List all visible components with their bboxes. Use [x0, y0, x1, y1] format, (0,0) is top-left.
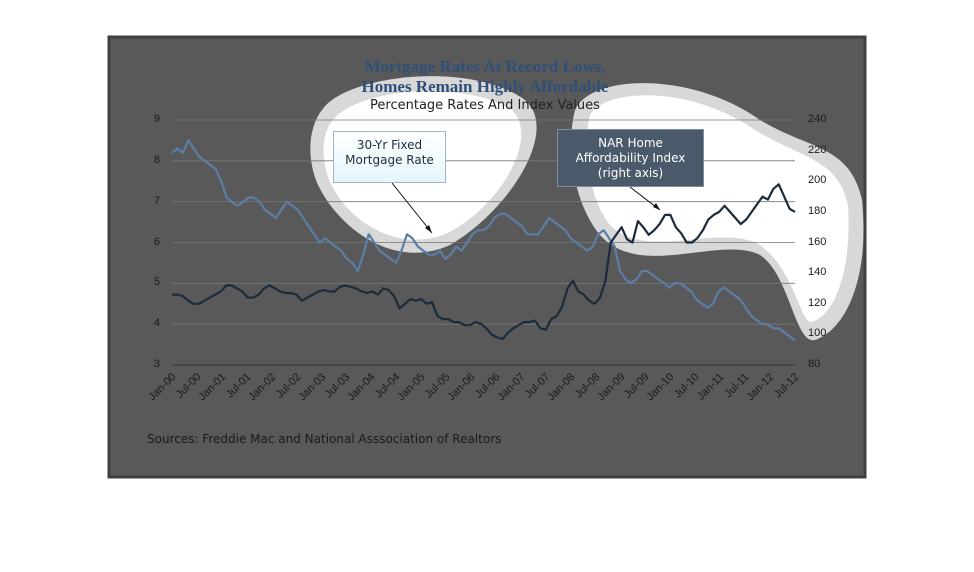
y-left-tick-label: 7 [153, 194, 160, 207]
y-left-tick-label: 3 [153, 358, 160, 370]
annotation-arrow-rate [391, 182, 433, 234]
y-left-tick-label: 4 [153, 317, 160, 330]
series-group [171, 139, 796, 342]
y-right-tick-label: 180 [808, 204, 827, 217]
callout-index-line3: (right axis) [597, 166, 664, 180]
y-right-tick-label: 200 [808, 174, 827, 187]
y-right-tick-label: 220 [808, 143, 827, 156]
callout-affordability-index: NAR Home Affordability Index (right axis… [557, 129, 704, 187]
callout-index-line2: Affordability Index [575, 151, 686, 165]
series-line-mortgage-rate [171, 139, 796, 342]
y-right-tick-label: 120 [808, 296, 827, 309]
annotation-arrowhead-rate [425, 225, 432, 233]
chart-subtitle: Percentage Rates And Index Values [370, 98, 600, 113]
y-right-tick-label: 100 [808, 327, 827, 340]
callout-mortgage-line1: 30-Yr Fixed [356, 138, 423, 152]
callout-mortgage-rate: 30-Yr Fixed Mortgage Rate [333, 131, 446, 183]
y-right-tick-label: 160 [808, 235, 827, 248]
source-note: Sources: Freddie Mac and National Asssoc… [147, 432, 502, 446]
y-right-tick-label: 80 [808, 358, 821, 370]
y-left-tick-label: 6 [153, 235, 160, 248]
callout-index-line1: NAR Home [598, 136, 663, 150]
chart-title: Mortgage Rates At Record Lows, [364, 57, 606, 76]
series-line-affordability-index [172, 183, 796, 341]
y-left-tick-label: 5 [153, 276, 160, 289]
annotation-arrowhead-index [653, 203, 660, 210]
y-left-tick-label: 8 [153, 153, 160, 166]
callout-mortgage-line2: Mortgage Rate [345, 153, 434, 167]
y-left-tick-label: 9 [153, 113, 160, 125]
y-right-tick-label: 240 [808, 113, 827, 125]
chart-title-line2: Homes Remain Highly Affordable [361, 77, 609, 96]
y-right-tick-label: 140 [808, 266, 827, 279]
